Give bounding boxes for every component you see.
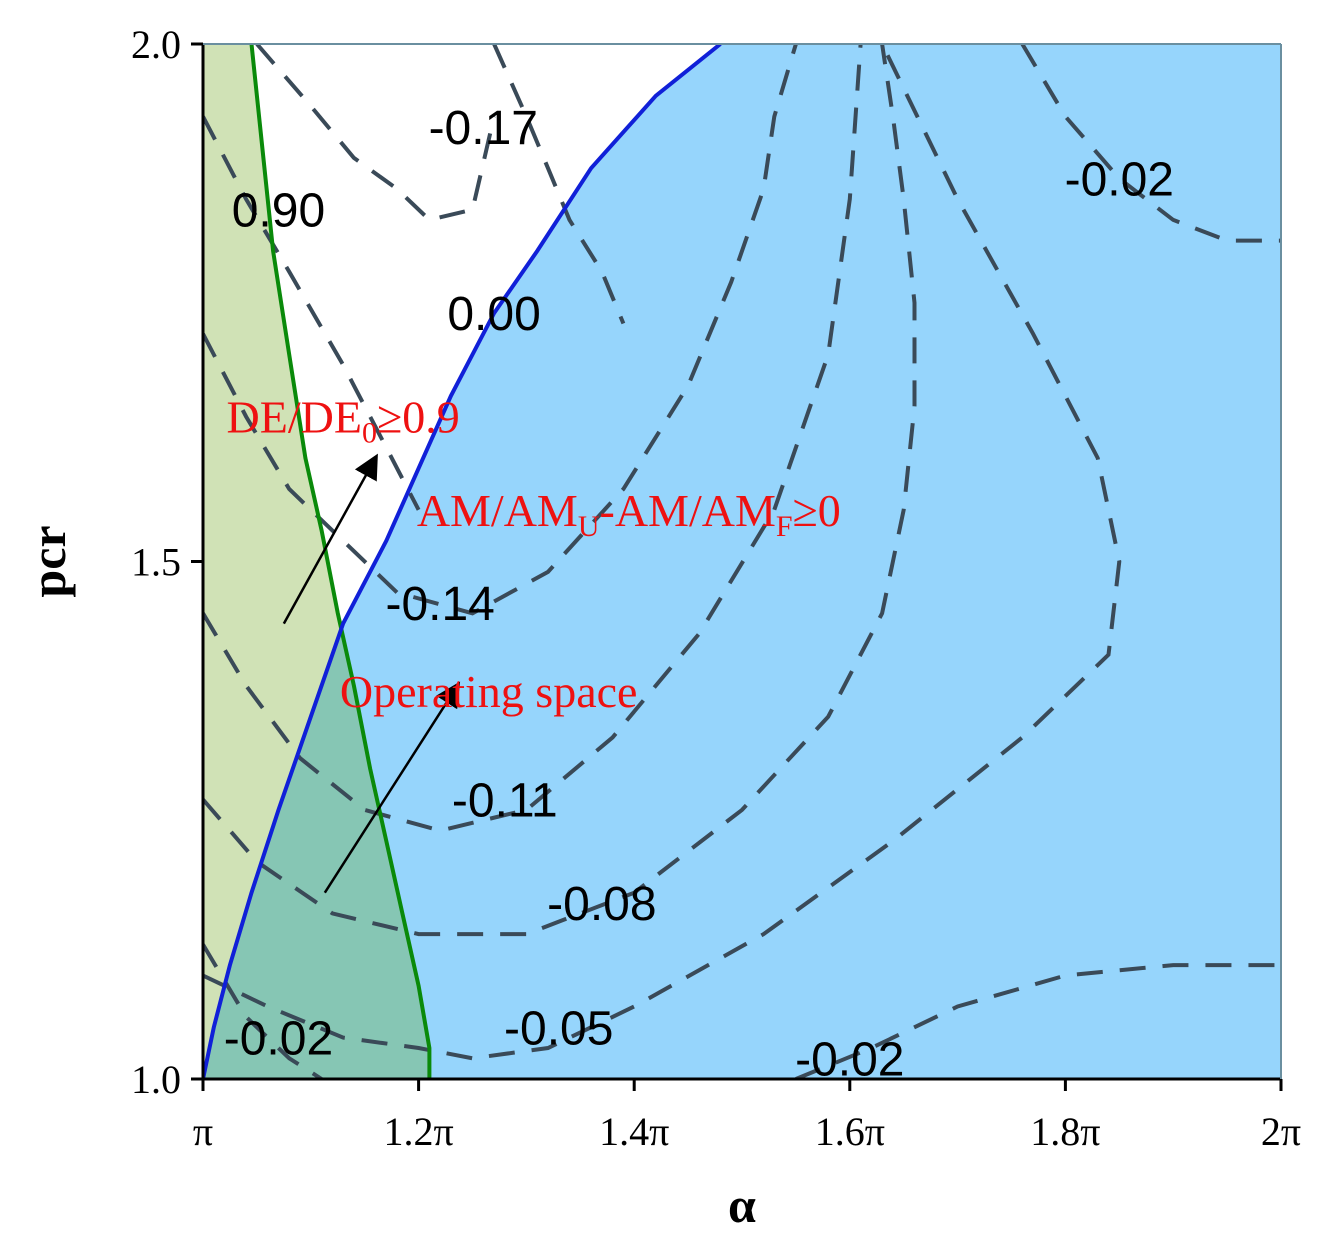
x-tick-label-0: π (193, 1109, 213, 1154)
y-axis-title: pcr (20, 525, 76, 597)
contour-line-9 (1020, 44, 1281, 243)
annotation-de: DE/DE0≥0.9 (227, 392, 460, 450)
contour-label-9: -0.02 (795, 1033, 904, 1086)
x-tick-label-3: 1.6π (815, 1109, 885, 1154)
contour-line-4 (203, 44, 863, 833)
contour-label-6: -0.08 (547, 878, 656, 931)
de-boundary-line (249, 44, 432, 1079)
contour-label-4: -0.14 (385, 578, 494, 631)
y-tick-label-2: 2.0 (131, 22, 181, 67)
contour-line-3 (203, 44, 798, 616)
contour-line-6 (203, 44, 1122, 1061)
contour-label-3: 0.00 (447, 288, 540, 341)
x-tick-label-4: 1.8π (1030, 1109, 1100, 1154)
annotation-am: AM/AMU-AM/AMF≥0 (417, 485, 841, 543)
x-axis-title: α (728, 1177, 756, 1233)
operating-space-region (203, 613, 430, 1079)
y-tick-label-1: 1.5 (131, 540, 181, 585)
contour-label-0: 0.90 (232, 185, 325, 238)
annotation-arrow-1 (323, 681, 461, 894)
contour-line-8 (795, 963, 1281, 1079)
contour-label-8: -0.02 (224, 1013, 333, 1066)
contour-label-7: -0.05 (504, 1002, 613, 1055)
y-tick-label-0: 1.0 (131, 1057, 181, 1102)
contour-label-5: -0.11 (452, 775, 558, 828)
am-boundary-line (203, 44, 722, 1079)
contour-line-0 (492, 44, 626, 325)
contour-label-2: -0.02 (1065, 154, 1174, 207)
annotation-arrow-0 (282, 453, 378, 625)
x-tick-label-5: 2π (1261, 1109, 1301, 1154)
x-tick-label-1: 1.2π (383, 1109, 453, 1154)
annotation-op: Operating space (340, 666, 638, 717)
contour-line-5 (203, 44, 917, 937)
x-tick-label-2: 1.4π (599, 1109, 669, 1154)
contour-line-2 (203, 115, 421, 511)
contour-label-1: -0.17 (429, 102, 538, 155)
